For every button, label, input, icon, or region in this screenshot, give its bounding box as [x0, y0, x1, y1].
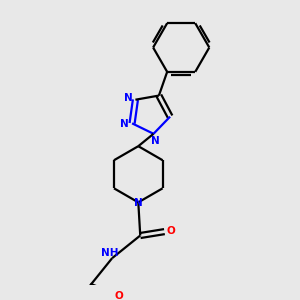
Text: NH: NH	[101, 248, 119, 258]
Text: O: O	[114, 291, 123, 300]
Text: N: N	[134, 198, 143, 208]
Text: N: N	[120, 119, 129, 129]
Text: N: N	[151, 136, 160, 146]
Text: N: N	[124, 93, 133, 103]
Text: O: O	[167, 226, 176, 236]
